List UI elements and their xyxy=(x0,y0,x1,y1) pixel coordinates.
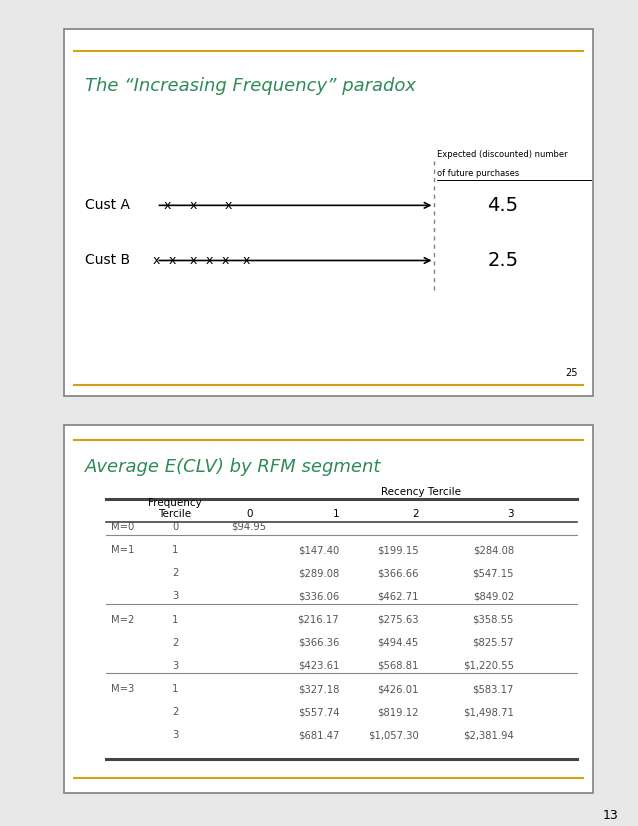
Text: 1: 1 xyxy=(172,684,178,694)
Text: 2: 2 xyxy=(412,509,419,519)
Text: $336.06: $336.06 xyxy=(298,591,339,601)
Text: 1: 1 xyxy=(172,615,178,624)
Text: $1,498.71: $1,498.71 xyxy=(463,707,514,717)
Text: $284.08: $284.08 xyxy=(473,545,514,555)
Text: x: x xyxy=(163,199,171,211)
Text: x: x xyxy=(225,199,232,211)
Text: The “Increasing Frequency” paradox: The “Increasing Frequency” paradox xyxy=(85,77,416,95)
Text: 0: 0 xyxy=(172,522,178,532)
Text: x: x xyxy=(221,254,229,267)
Text: $147.40: $147.40 xyxy=(298,545,339,555)
Text: of future purchases: of future purchases xyxy=(437,169,519,178)
Text: $494.45: $494.45 xyxy=(377,638,419,648)
Text: $819.12: $819.12 xyxy=(377,707,419,717)
Text: 13: 13 xyxy=(603,809,619,822)
Text: 2: 2 xyxy=(172,707,178,717)
Text: $681.47: $681.47 xyxy=(298,730,339,740)
Text: Expected (discounted) number: Expected (discounted) number xyxy=(437,150,568,159)
Text: x: x xyxy=(243,254,250,267)
Text: Recency Tercile: Recency Tercile xyxy=(382,487,461,497)
Text: $275.63: $275.63 xyxy=(377,615,419,624)
Text: Cust B: Cust B xyxy=(85,254,130,268)
Text: $557.74: $557.74 xyxy=(298,707,339,717)
Text: Tercile: Tercile xyxy=(158,509,191,519)
Text: x: x xyxy=(205,254,213,267)
Text: 2.5: 2.5 xyxy=(487,251,519,270)
Text: 3: 3 xyxy=(172,730,178,740)
Text: x: x xyxy=(152,254,160,267)
Text: $568.81: $568.81 xyxy=(377,661,419,671)
Text: $289.08: $289.08 xyxy=(298,568,339,578)
Text: $583.17: $583.17 xyxy=(473,684,514,694)
Text: 1: 1 xyxy=(172,545,178,555)
Text: $426.01: $426.01 xyxy=(377,684,419,694)
Text: 3: 3 xyxy=(172,661,178,671)
Text: 3: 3 xyxy=(507,509,514,519)
Text: $216.17: $216.17 xyxy=(297,615,339,624)
Text: M=3: M=3 xyxy=(112,684,135,694)
Text: Average E(CLV) by RFM segment: Average E(CLV) by RFM segment xyxy=(85,458,382,477)
Text: $825.57: $825.57 xyxy=(472,638,514,648)
Text: Cust A: Cust A xyxy=(85,198,130,212)
Text: 4.5: 4.5 xyxy=(487,196,519,215)
FancyBboxPatch shape xyxy=(64,425,593,793)
Text: $327.18: $327.18 xyxy=(298,684,339,694)
Text: 3: 3 xyxy=(172,591,178,601)
Text: Frequency: Frequency xyxy=(148,498,202,508)
Text: $358.55: $358.55 xyxy=(473,615,514,624)
Text: $423.61: $423.61 xyxy=(298,661,339,671)
Text: $849.02: $849.02 xyxy=(473,591,514,601)
Text: $462.71: $462.71 xyxy=(377,591,419,601)
Text: x: x xyxy=(168,254,176,267)
Text: 1: 1 xyxy=(332,509,339,519)
Text: $366.36: $366.36 xyxy=(298,638,339,648)
Text: 2: 2 xyxy=(172,568,178,578)
Text: $94.95: $94.95 xyxy=(232,522,267,532)
Text: $366.66: $366.66 xyxy=(377,568,419,578)
Text: x: x xyxy=(190,199,197,211)
Text: x: x xyxy=(190,254,197,267)
Text: $1,057.30: $1,057.30 xyxy=(368,730,419,740)
Text: $1,220.55: $1,220.55 xyxy=(463,661,514,671)
Text: $199.15: $199.15 xyxy=(377,545,419,555)
Text: M=2: M=2 xyxy=(112,615,135,624)
Text: M=1: M=1 xyxy=(112,545,135,555)
Text: 25: 25 xyxy=(565,368,577,378)
Text: 2: 2 xyxy=(172,638,178,648)
Text: M=0: M=0 xyxy=(112,522,135,532)
Text: $547.15: $547.15 xyxy=(472,568,514,578)
Text: 0: 0 xyxy=(246,509,253,519)
Text: $2,381.94: $2,381.94 xyxy=(463,730,514,740)
FancyBboxPatch shape xyxy=(64,29,593,396)
